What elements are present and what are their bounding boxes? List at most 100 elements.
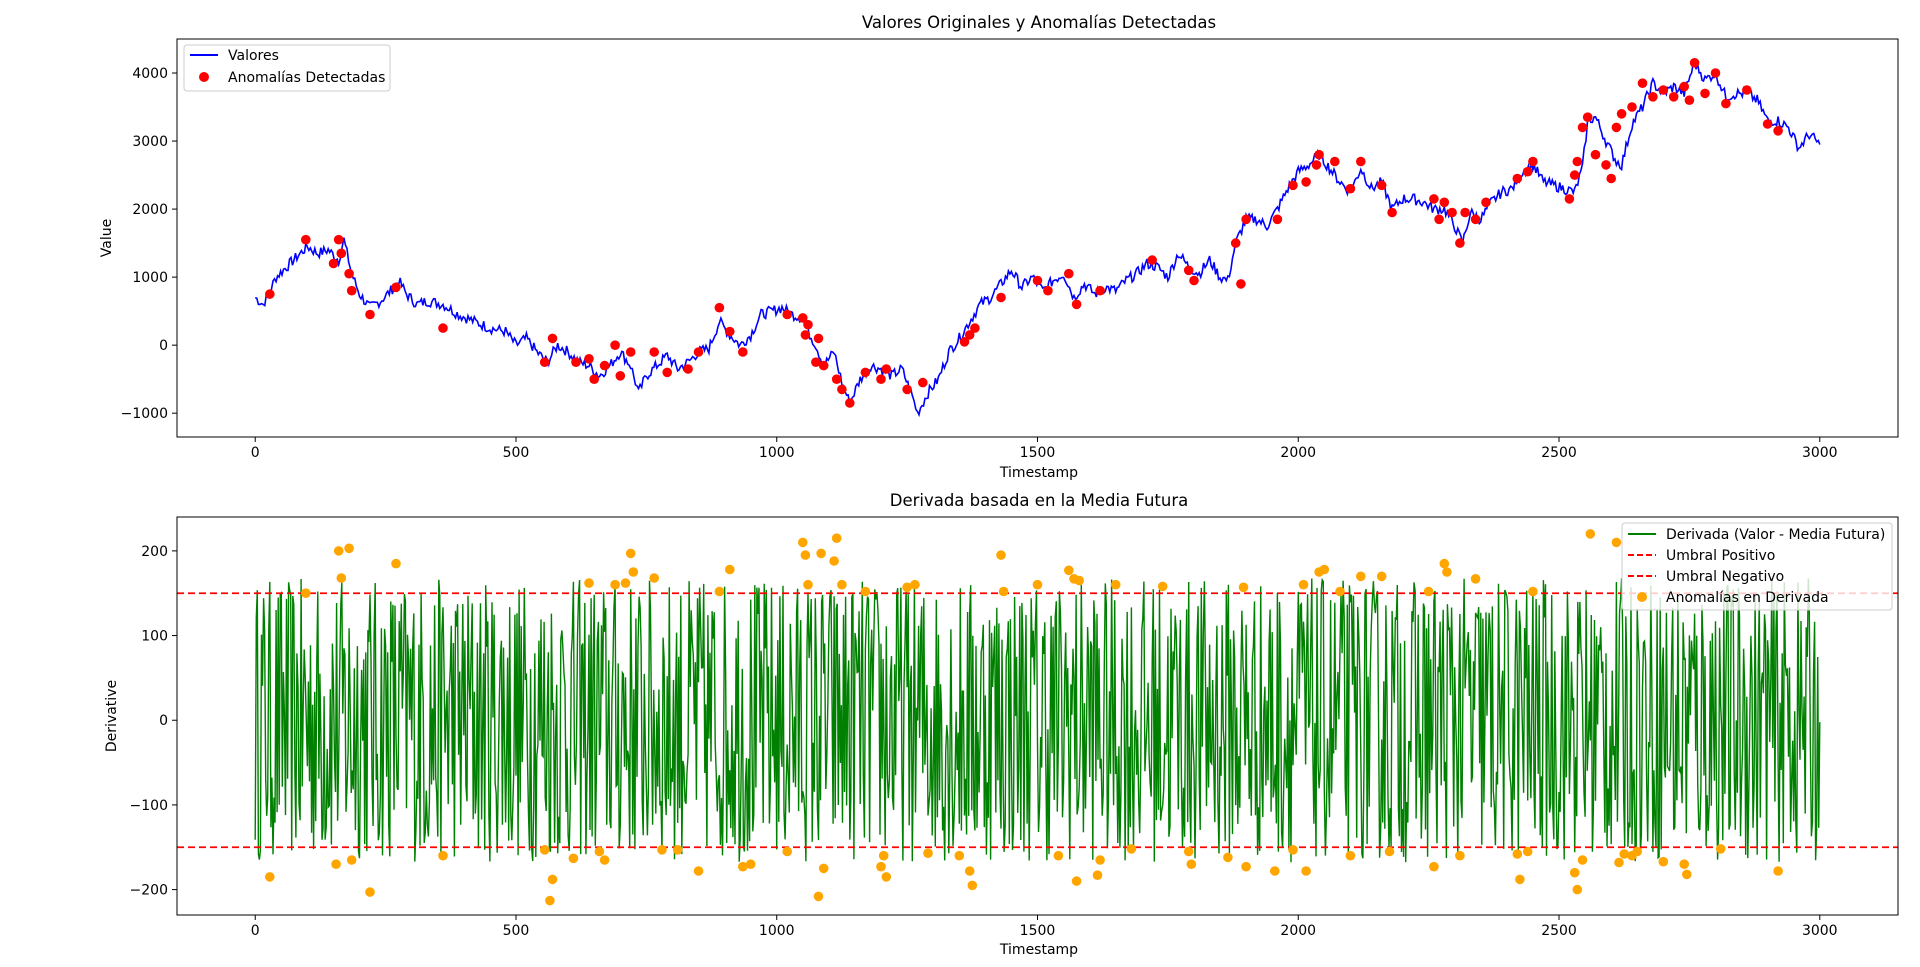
bottom-series-3-point (336, 573, 347, 583)
top-series-1-point (959, 337, 970, 347)
top-series-1-point (599, 360, 610, 371)
top-legend-label-values: Valores (228, 48, 279, 64)
bottom-xtick-label: 2000 (1280, 923, 1316, 939)
bottom-series-3-point (725, 564, 735, 575)
bottom-series-3-point (1632, 846, 1642, 857)
top-ytick-label: −1000 (121, 406, 168, 422)
top-series-0-line (254, 61, 1821, 418)
top-xtick-label: 500 (503, 445, 530, 461)
bottom-series-3-point (1585, 529, 1596, 539)
top-series-1-point (800, 330, 811, 340)
top-series-1-point (1439, 197, 1450, 208)
bottom-series-3-point (967, 880, 978, 891)
top-legend-label-anomalies: Anomalías Detectadas (228, 70, 385, 86)
bottom-series-3-point (346, 855, 357, 865)
top-series-1-point (1512, 173, 1523, 184)
bottom-series-3-point (1773, 866, 1783, 876)
top-ytick-label: 0 (159, 338, 168, 354)
bottom-series-3-point (1298, 579, 1309, 590)
top-xtick-label: 1500 (1020, 445, 1056, 461)
top-plot-ticks: 0 500 1000 1500 2000 2500 3000 −1000 0 1000 2000 30… (121, 66, 1838, 461)
top-series-1-point (265, 289, 275, 299)
top-series-1-point (881, 364, 892, 374)
top-series-1-point (1288, 180, 1298, 191)
bottom-xtick-label: 3000 (1802, 923, 1838, 939)
bottom-series-3-point (1345, 850, 1356, 861)
bottom-series-3-point (331, 859, 341, 869)
bottom-plot: Derivada basada en la Media Futura 0 500 1… (104, 491, 1899, 958)
top-series-1-point (1481, 197, 1491, 208)
bottom-plot-series (177, 529, 1898, 906)
bottom-plot-data (177, 529, 1898, 906)
bottom-series-3-point (1288, 845, 1298, 855)
top-series-1-point (438, 323, 448, 333)
bottom-series-3-point (1577, 855, 1588, 865)
bottom-ytick-label: 200 (141, 544, 168, 560)
top-series-1-point (1564, 194, 1575, 204)
bottom-series-3-point (1384, 846, 1395, 857)
top-series-1-point (1572, 156, 1583, 167)
top-series-1-point (1095, 285, 1105, 296)
bottom-series-3-point (1515, 874, 1525, 885)
bottom-series-3-point (813, 891, 824, 902)
top-series-1-point (1376, 180, 1387, 191)
top-series-1-point (301, 234, 311, 245)
top-series-1-point (714, 302, 725, 313)
bottom-series-3-point (265, 872, 275, 882)
top-series-1-point (1183, 265, 1194, 276)
top-series-1-point (818, 360, 829, 371)
top-series-1-point (1230, 238, 1241, 248)
bottom-series-3-point (610, 579, 620, 590)
bottom-series-3-point (738, 861, 748, 872)
top-series-1-point (1721, 98, 1731, 109)
top-series-1-point (683, 364, 693, 374)
top-series-1-point (344, 268, 354, 279)
top-series-1-point (1577, 122, 1588, 133)
bottom-series-3-point (539, 845, 550, 855)
bottom-series-3-point (831, 533, 842, 543)
top-series-1-point (845, 398, 855, 408)
top-series-1-point (803, 319, 813, 330)
bottom-series-3-point (881, 872, 892, 882)
bottom-series-3-point (620, 578, 631, 588)
bottom-series-3-point (1270, 866, 1280, 876)
top-series-1-point (336, 248, 347, 259)
bottom-series-3-point (1301, 866, 1311, 876)
top-series-1-point (1569, 170, 1580, 180)
top-series-1-point (1700, 88, 1710, 99)
top-series-1-point (1470, 214, 1481, 225)
bottom-series-3-point (1442, 567, 1452, 577)
bottom-series-3-point (1619, 849, 1629, 859)
bottom-series-3-point (803, 579, 813, 590)
bottom-series-3-point (923, 848, 933, 858)
bottom-series-3-point (1512, 849, 1523, 859)
bottom-series-3-point (1186, 859, 1197, 869)
top-series-1-point (1043, 285, 1053, 296)
top-series-1-point (1272, 214, 1283, 225)
top-series-1-point (1147, 255, 1157, 265)
top-series-1-point (1773, 126, 1783, 136)
bottom-plot-ticks: 0 500 1000 1500 2000 2500 3000 −200 −100 0 100 200 (130, 544, 1838, 939)
bottom-series-3-point (1429, 861, 1439, 872)
top-series-1-point (1429, 194, 1439, 204)
bottom-series-3-point (1569, 867, 1580, 878)
bottom-series-3-point (876, 861, 886, 872)
bottom-series-3-point (1071, 876, 1082, 886)
top-series-1-point (1241, 214, 1251, 225)
top-xtick-label: 2000 (1280, 445, 1316, 461)
bottom-series-3-point (902, 582, 912, 593)
bottom-series-3-point (1238, 582, 1249, 593)
top-series-1-point (346, 285, 357, 296)
top-series-1-point (1455, 238, 1465, 248)
top-series-1-point (1330, 156, 1340, 167)
top-series-1-point (970, 323, 980, 333)
top-ytick-label: 1000 (132, 270, 168, 286)
bottom-series-3-point (672, 845, 683, 855)
top-series-1-point (782, 309, 792, 320)
top-series-1-point (662, 367, 672, 378)
bottom-series-3-point (1682, 869, 1692, 880)
bottom-plot-ylabel: Derivative (104, 680, 120, 752)
bottom-series-3-point (1183, 846, 1194, 857)
bottom-series-3-point (1614, 857, 1624, 868)
bottom-series-3-point (745, 859, 756, 869)
